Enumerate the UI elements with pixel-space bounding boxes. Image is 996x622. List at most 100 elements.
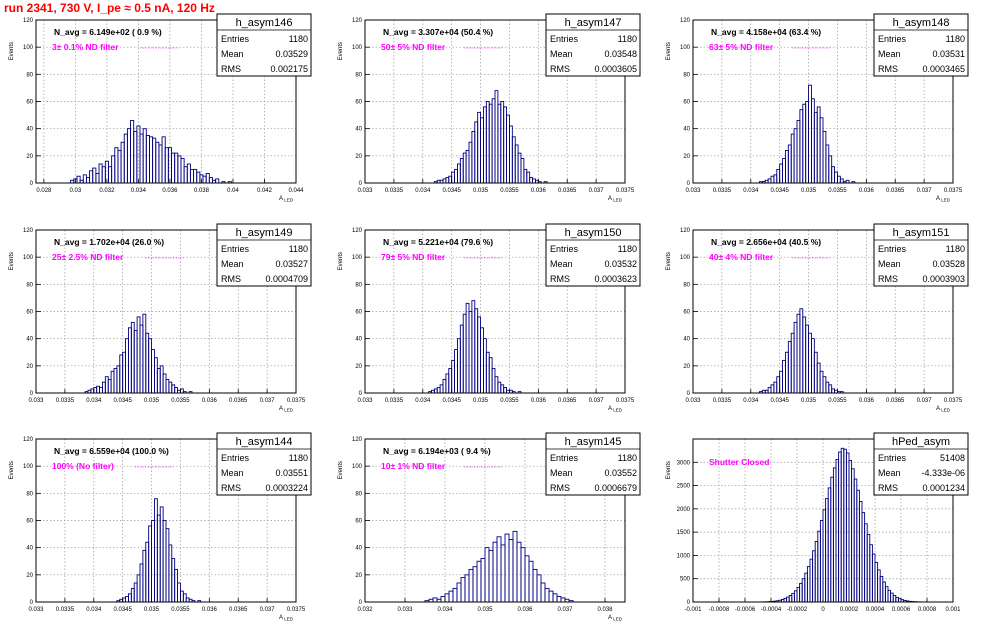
y-tick-label: 0 <box>30 391 34 397</box>
x-tick-label: 0.0375 <box>944 188 963 194</box>
stats-key: RMS <box>550 483 570 493</box>
stats-key: Entries <box>878 453 907 463</box>
stats-value: 0.0003903 <box>922 274 965 284</box>
y-tick-label: 120 <box>352 228 363 234</box>
histogram-bin <box>177 155 182 184</box>
y-tick-label: 60 <box>26 519 33 525</box>
x-tick-label: 0.0335 <box>385 398 404 404</box>
histogram-bin <box>456 582 462 603</box>
x-tick-label: 0.0335 <box>713 188 732 194</box>
x-tick-label: 0.0345 <box>770 398 789 404</box>
y-tick-label: 0 <box>30 181 34 187</box>
x-tick-label: 0.0355 <box>500 188 519 194</box>
x-tick-label: 0.0375 <box>616 398 635 404</box>
x-tick-label: 0.0345 <box>442 188 461 194</box>
x-tick-label: 0.034 <box>131 188 147 194</box>
x-tick-label: -0.0006 <box>735 607 756 613</box>
stats-key: Entries <box>221 244 250 254</box>
y-tick-label: 120 <box>23 18 34 24</box>
x-tick-label: 0.0345 <box>113 398 132 404</box>
x-tick-label: 0.0375 <box>287 398 306 404</box>
y-axis-label: Events <box>666 252 672 270</box>
filter-label: 10± 1% ND filter <box>381 461 446 471</box>
histogram-bin <box>448 590 454 603</box>
histogram-bin <box>89 170 94 184</box>
histogram-bin <box>492 541 498 603</box>
stats-box <box>873 223 969 287</box>
histogram-bin <box>560 597 566 603</box>
x-tick-label: 0.0365 <box>229 607 248 613</box>
histogram-bin <box>540 582 546 603</box>
y-tick-label: 20 <box>355 364 362 370</box>
y-tick-label: 2000 <box>677 507 691 513</box>
navg-label: N_avg = 5.221e+04 (79.6 %) <box>383 237 493 247</box>
x-tick-label: 0.035 <box>473 188 489 194</box>
histogram-bin <box>82 174 87 184</box>
histogram-bin <box>180 158 185 184</box>
y-tick-label: 60 <box>355 519 362 525</box>
y-tick-label: 40 <box>26 546 33 552</box>
navg-label: N_avg = 6.559e+04 (100.0 %) <box>54 446 169 456</box>
stats-key: RMS <box>550 274 570 284</box>
x-tick-label: -0.001 <box>684 607 702 613</box>
histogram-bin <box>488 549 494 603</box>
y-tick-label: 2500 <box>677 484 691 490</box>
filter-label: 3± 0.1% ND filter <box>52 42 119 52</box>
histogram-bin <box>472 566 478 603</box>
stats-key: Mean <box>550 468 573 478</box>
x-tick-label: 0.0355 <box>500 398 519 404</box>
histogram-bin <box>464 574 470 603</box>
stats-value: 0.0003465 <box>922 64 965 74</box>
x-tick-label: 0.034 <box>415 398 431 404</box>
stats-value: 0.03529 <box>275 49 308 59</box>
x-tick-label: 0.0355 <box>171 398 190 404</box>
histogram-bin <box>205 173 210 184</box>
histogram-bin <box>117 149 122 184</box>
stats-value: 0.03532 <box>604 259 637 269</box>
stats-key: RMS <box>221 274 241 284</box>
x-tick-label: 0.0335 <box>56 398 75 404</box>
y-tick-label: 120 <box>23 437 34 443</box>
x-tick-label: 0.038 <box>194 188 210 194</box>
x-tick-label: 0.044 <box>288 188 304 194</box>
histogram-bin <box>193 168 198 184</box>
x-tick-label: 0.0345 <box>442 398 461 404</box>
x-tick-label: 0.0375 <box>287 607 306 613</box>
x-tick-label: 0.037 <box>557 607 573 613</box>
histogram-bin <box>101 166 106 184</box>
run-title: run 2341, 730 V, I_pe ≈ 0.5 nA, 120 Hz <box>4 1 215 15</box>
x-axis-label: A LED <box>279 615 294 622</box>
histogram-bin <box>524 555 530 603</box>
x-axis-label: A LED <box>279 196 294 203</box>
histogram-bin <box>556 596 562 603</box>
stats-value: 0.0003623 <box>594 274 637 284</box>
x-tick-label: 0.0365 <box>558 188 577 194</box>
histogram-bin <box>476 560 482 603</box>
x-tick-label: 0.035 <box>473 398 489 404</box>
x-tick-label: 0.038 <box>597 607 613 613</box>
navg-label: N_avg = 4.158e+04 (63.4 %) <box>711 27 821 37</box>
filter-label: 25± 2.5% ND filter <box>52 252 124 262</box>
stats-title: h_asym146 <box>236 17 293 29</box>
x-tick-label: 0.0355 <box>828 398 847 404</box>
y-tick-label: 40 <box>355 337 362 343</box>
x-tick-label: 0.036 <box>531 398 547 404</box>
histogram-bin <box>161 136 166 184</box>
x-tick-label: 0.036 <box>202 607 218 613</box>
stats-value: 0.0003605 <box>594 64 637 74</box>
x-tick-label: -0.0004 <box>761 607 782 613</box>
stats-key: Mean <box>221 259 244 269</box>
y-tick-label: 40 <box>26 127 33 133</box>
histogram-bin <box>174 152 179 184</box>
y-tick-label: 40 <box>683 337 690 343</box>
stats-box <box>545 432 641 496</box>
y-tick-label: 40 <box>683 127 690 133</box>
histogram-pad: 0.032 0.033 0.034 0.035 0.036 0.037 0.038 0 20 40… <box>338 432 641 622</box>
x-tick-label: -0.0002 <box>787 607 808 613</box>
x-tick-label: 0.037 <box>260 398 276 404</box>
x-tick-label: 0.0365 <box>886 398 905 404</box>
x-tick-label: 0.037 <box>917 398 933 404</box>
stats-value: 1180 <box>946 34 965 44</box>
stats-key: RMS <box>878 274 898 284</box>
x-tick-label: 0.0008 <box>918 607 937 613</box>
